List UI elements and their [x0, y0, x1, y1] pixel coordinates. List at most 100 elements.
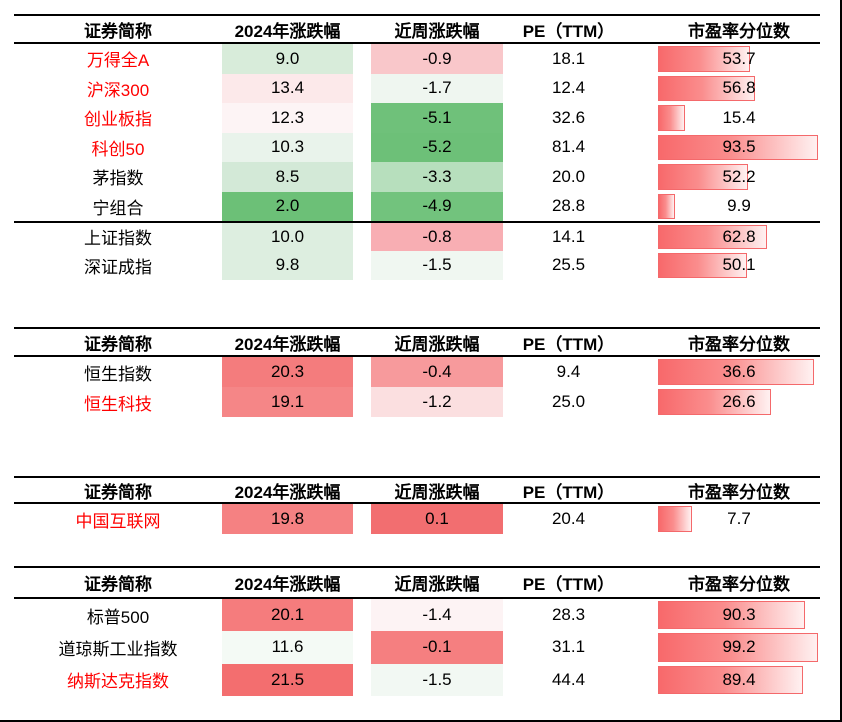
index-table-china-internet: 证券简称 2024年涨跌幅 近周涨跌幅 PE（TTM） 市盈率分位数 中国互联网 19.8 0…: [14, 476, 820, 534]
table-header-row: 证券简称 2024年涨跌幅 近周涨跌幅 PE（TTM） 市盈率分位数: [14, 14, 820, 44]
pe-percentile-cell: 62.8: [658, 223, 820, 251]
chg-week-cell: -1.5: [371, 663, 503, 696]
pe-percentile-cell: 50.1: [658, 251, 820, 281]
chg-week-cell: -0.1: [371, 631, 503, 664]
pe-percentile-cell: 26.6: [658, 387, 820, 417]
pe-ttm-cell: 9.4: [556, 362, 581, 381]
column-header-1: 证券简称: [84, 483, 152, 502]
security-name: 创业板指: [84, 110, 152, 130]
percentile-value: 89.4: [722, 669, 756, 689]
pe-percentile-cell: 53.7: [658, 44, 820, 74]
percentile-value: 15.4: [722, 107, 756, 127]
chg-2024-cell: 8.5: [222, 162, 353, 192]
percentile-value: 9.9: [727, 196, 751, 216]
pe-ttm-cell: 44.4: [551, 669, 586, 689]
pe-ttm-cell: 14.1: [551, 226, 586, 246]
table-row: 科创50 10.3 -5.2 81.4 93.5: [14, 132, 820, 162]
chg-week-cell: -0.9: [371, 44, 503, 74]
chg-week-cell: -1.5: [371, 250, 503, 280]
percentile-value: 7.7: [727, 509, 751, 528]
percentile-data-bar: [658, 359, 814, 385]
security-name: 万得全A: [86, 51, 150, 71]
chg-week-cell: -1.7: [371, 73, 503, 103]
percentile-value: 62.8: [722, 226, 756, 246]
table-row: 道琼斯工业指数 11.6 -0.1 31.1 99.2: [14, 631, 820, 664]
chg-week-cell: -3.3: [371, 162, 503, 192]
percentile-data-bar: [658, 75, 756, 101]
pe-percentile-cell: 99.2: [658, 631, 820, 663]
pe-percentile-cell: 90.3: [658, 599, 820, 631]
table-row: 深证成指 9.8 -1.5 25.5 50.1: [14, 250, 820, 281]
pe-ttm-cell: 28.8: [551, 196, 586, 216]
percentile-data-bar: [658, 633, 819, 662]
chg-2024-cell: 19.1: [222, 387, 353, 417]
column-header-3: 近周涨跌幅: [394, 575, 480, 594]
pe-percentile-cell: 7.7: [658, 504, 820, 534]
percentile-value: 52.2: [722, 166, 756, 186]
percentile-data-bar: [658, 225, 767, 249]
column-header-3: 近周涨跌幅: [394, 334, 480, 354]
table-row: 纳斯达克指数 21.5 -1.5 44.4 89.4: [14, 663, 820, 696]
chg-week-cell: -1.4: [371, 599, 503, 632]
table-row: 宁组合 2.0 -4.9 28.8 9.9: [14, 191, 820, 222]
percentile-value: 53.7: [722, 48, 756, 68]
chg-week-cell: -5.2: [371, 132, 503, 162]
chg-2024-cell: 21.5: [222, 663, 353, 696]
chg-week-cell: -4.9: [371, 191, 503, 221]
column-header-4: PE（TTM）: [522, 334, 615, 354]
security-name: 宁组合: [92, 198, 144, 218]
security-name: 深证成指: [84, 257, 152, 277]
percentile-data-bar: [658, 601, 805, 630]
table-row: 中国互联网 19.8 0.1 20.4 7.7: [14, 504, 820, 534]
chg-week-cell: -0.4: [371, 357, 503, 387]
index-table-hk: 证券简称 2024年涨跌幅 近周涨跌幅 PE（TTM） 市盈率分位数恒生指数 20.3 -0…: [14, 327, 820, 417]
column-header-4: PE（TTM）: [522, 21, 615, 41]
pe-ttm-cell: 32.6: [551, 107, 586, 127]
pe-ttm-cell: 12.4: [551, 78, 586, 98]
pe-percentile-cell: 15.4: [658, 103, 820, 133]
percentile-value: 99.2: [722, 637, 756, 657]
pe-ttm-cell: 31.1: [551, 637, 586, 657]
chg-week-cell: 0.1: [371, 504, 503, 534]
chg-2024-cell: 10.0: [222, 223, 353, 251]
table-header-row: 证券简称 2024年涨跌幅 近周涨跌幅 PE（TTM） 市盈率分位数: [14, 476, 820, 504]
percentile-data-bar: [658, 134, 819, 160]
column-header-5: 市盈率分位数: [688, 334, 790, 354]
chg-2024-cell: 20.3: [222, 357, 353, 387]
table-row: 上证指数 10.0 -0.8 14.1 62.8: [14, 221, 820, 251]
chg-2024-cell: 13.4: [222, 73, 353, 103]
pe-ttm-cell: 25.5: [551, 255, 586, 275]
percentile-data-bar: [658, 164, 748, 190]
column-header-3: 近周涨跌幅: [394, 483, 480, 502]
chg-2024-cell: 2.0: [222, 191, 353, 221]
column-header-2: 2024年涨跌幅: [234, 483, 341, 502]
chg-week-cell: -1.2: [371, 387, 503, 417]
percentile-data-bar: [658, 389, 772, 415]
percentile-value: 93.5: [722, 137, 756, 157]
percentile-value: 56.8: [722, 78, 756, 98]
table-header-row: 证券简称 2024年涨跌幅 近周涨跌幅 PE（TTM） 市盈率分位数: [14, 566, 820, 599]
index-table-us: 证券简称 2024年涨跌幅 近周涨跌幅 PE（TTM） 市盈率分位数 标普500 20.1-…: [14, 566, 820, 696]
security-name: 恒生指数: [84, 364, 152, 384]
percentile-value: 50.1: [722, 255, 756, 275]
table-row: 标普500 20.1 -1.4 28.3 90.3: [14, 599, 820, 632]
column-header-2: 2024年涨跌幅: [234, 334, 341, 354]
pe-ttm-cell: 18.1: [551, 48, 586, 68]
percentile-data-bar: [658, 665, 803, 694]
security-name: 茅指数: [92, 169, 144, 189]
pe-percentile-cell: 9.9: [658, 192, 820, 222]
chg-2024-cell: 19.8: [222, 504, 353, 534]
percentile-value: 26.6: [722, 392, 756, 411]
security-name: 标普500: [86, 607, 150, 627]
table-row: 恒生科技 19.1 -1.2 25.0 26.6: [14, 387, 820, 417]
column-header-2: 2024年涨跌幅: [234, 21, 341, 41]
column-header-1: 证券简称: [84, 334, 152, 354]
chg-week-cell: -0.8: [371, 223, 503, 251]
table-row: 茅指数 8.5 -3.3 20.0 52.2: [14, 162, 820, 192]
security-name: 沪深300: [86, 80, 150, 100]
column-header-5: 市盈率分位数: [688, 483, 790, 502]
table-header-row: 证券简称 2024年涨跌幅 近周涨跌幅 PE（TTM） 市盈率分位数: [14, 327, 820, 357]
chg-2024-cell: 9.0: [222, 44, 353, 74]
pe-ttm-cell: 20.0: [551, 166, 586, 186]
pe-ttm-cell: 81.4: [551, 137, 586, 157]
